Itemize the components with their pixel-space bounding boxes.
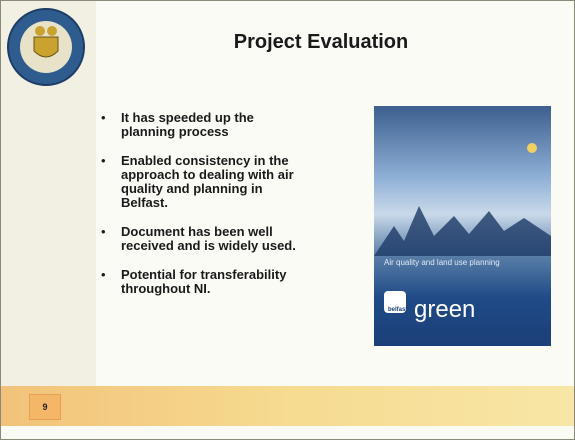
page-number: 9 [29,394,61,420]
brand: green [414,296,475,324]
cover-title: Air quality and land use planning [384,258,500,267]
bullet: Document has been well received and is w… [101,225,321,253]
slide-title: Project Evaluation [161,31,481,54]
footer-band [1,386,574,426]
bullet: Potential for transferability throughout… [101,268,321,296]
bullet-list: It has speeded up the planning process E… [101,111,336,311]
bullet: Enabled consistency in the approach to d… [101,154,301,210]
bullet: It has speeded up the planning process [101,111,301,139]
brand-small: belfast [388,307,407,313]
slide: Project Evaluation It has speeded up the… [0,0,575,440]
council-logo [6,7,86,87]
document-cover: Air quality and land use planning belfas… [374,106,551,346]
